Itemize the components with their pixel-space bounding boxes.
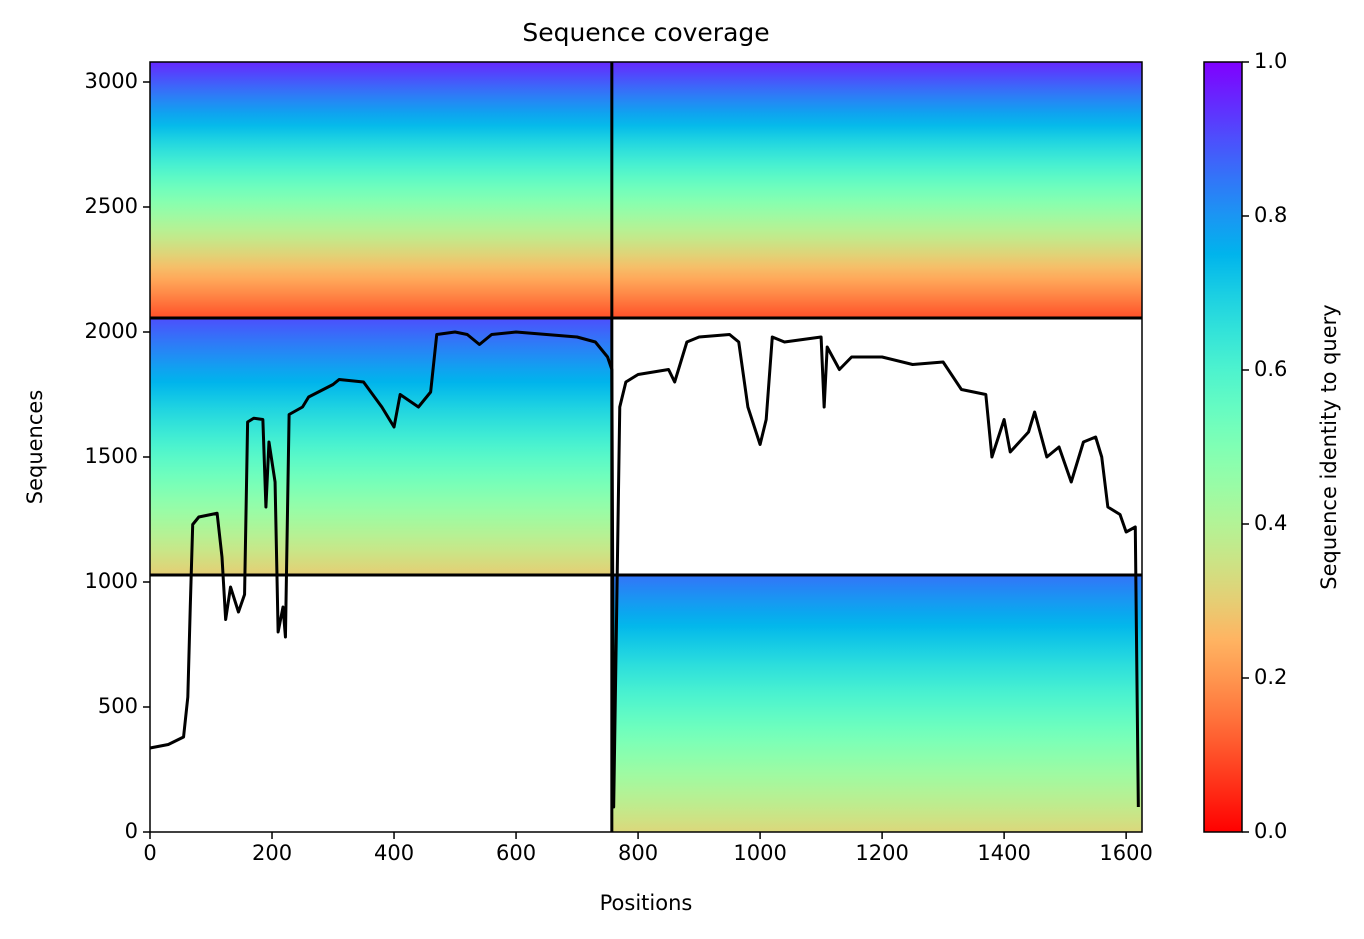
coverage-line <box>149 330 1140 809</box>
colorbar-label: Sequence identity to query <box>1317 304 1341 589</box>
x-tick-label: 600 <box>496 841 536 865</box>
msa-block <box>150 318 612 575</box>
y-tick-label: 3000 <box>85 69 138 93</box>
y-tick-label: 1000 <box>85 569 138 593</box>
x-tick-label: 1000 <box>733 841 786 865</box>
x-tick-label: 800 <box>618 841 658 865</box>
colorbar <box>1203 61 1243 833</box>
msa-block <box>150 62 612 318</box>
colorbar-tick-label: 0.8 <box>1254 203 1287 227</box>
y-tick-label: 2500 <box>85 194 138 218</box>
chart-title: Sequence coverage <box>522 18 769 47</box>
colorbar-tick-label: 0.4 <box>1254 511 1287 535</box>
colorbar-tick-label: 0.2 <box>1254 665 1287 689</box>
x-tick-label: 400 <box>374 841 414 865</box>
msa-block <box>611 575 1142 832</box>
x-tick-label: 0 <box>143 841 156 865</box>
x-tick-label: 1200 <box>855 841 908 865</box>
y-tick-label: 1500 <box>85 444 138 468</box>
y-tick-label: 0 <box>125 819 138 843</box>
x-axis-label: Positions <box>600 891 693 915</box>
y-tick-label: 2000 <box>85 319 138 343</box>
msa-block <box>611 62 1142 318</box>
colorbar-tick-label: 0.0 <box>1254 819 1287 843</box>
y-tick-label: 500 <box>98 694 138 718</box>
y-axis-label: Sequences <box>23 390 47 505</box>
colorbar-tick-label: 0.6 <box>1254 357 1287 381</box>
x-tick-label: 1600 <box>1099 841 1152 865</box>
x-tick-label: 200 <box>252 841 292 865</box>
plot-frame <box>149 61 1143 833</box>
x-tick-label: 1400 <box>977 841 1030 865</box>
colorbar-tick-label: 1.0 <box>1254 49 1287 73</box>
